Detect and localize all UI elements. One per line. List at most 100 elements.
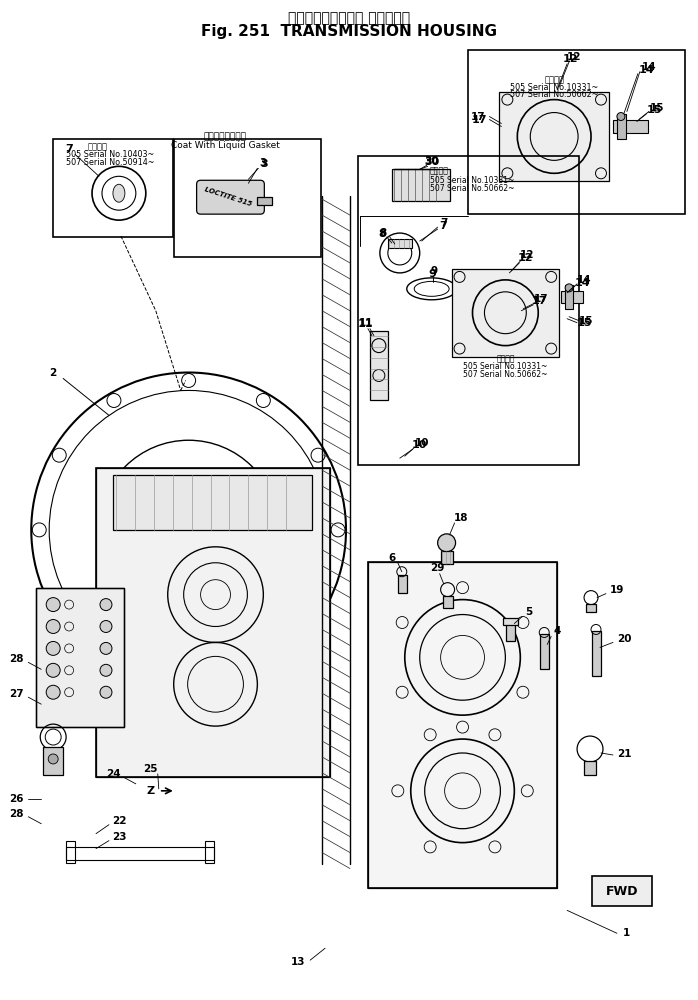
Text: LOCTITE 515: LOCTITE 515 [204, 187, 253, 208]
Text: 505 Serial No.10331~: 505 Serial No.10331~ [463, 362, 547, 371]
Text: 17: 17 [472, 115, 487, 125]
Bar [443, 596, 452, 608]
Bar [506, 622, 515, 641]
Bar [36, 588, 124, 727]
Bar [592, 876, 652, 906]
FancyBboxPatch shape [197, 180, 265, 214]
Bar [66, 847, 214, 860]
Text: 8: 8 [378, 229, 386, 239]
Bar [398, 575, 407, 593]
Text: 液体パッキン塗布: 液体パッキン塗布 [204, 132, 247, 141]
Text: 3: 3 [260, 158, 267, 168]
Text: 11: 11 [358, 319, 373, 329]
Text: 507 Serial No.50914~: 507 Serial No.50914~ [66, 158, 155, 167]
Text: 適用号機: 適用号機 [496, 354, 514, 363]
Text: 12: 12 [520, 250, 535, 260]
Text: 1: 1 [623, 928, 630, 938]
Bar [358, 156, 579, 465]
Bar [43, 747, 63, 775]
Text: 505 Serial No.10331~: 505 Serial No.10331~ [430, 176, 514, 185]
Bar [368, 562, 557, 888]
Text: 14: 14 [577, 275, 591, 285]
Text: 507 Serial No.50662~: 507 Serial No.50662~ [430, 184, 514, 193]
Ellipse shape [113, 184, 125, 202]
Circle shape [565, 284, 573, 292]
Text: 23: 23 [112, 832, 126, 842]
Text: 29: 29 [431, 563, 445, 573]
Text: 6: 6 [388, 553, 396, 563]
Bar [499, 92, 609, 181]
Bar [592, 631, 601, 676]
Circle shape [100, 686, 112, 698]
Text: 26: 26 [9, 794, 24, 804]
Text: 28: 28 [9, 809, 24, 819]
Bar [370, 331, 388, 400]
Text: 15: 15 [647, 105, 662, 115]
Text: 20: 20 [616, 634, 631, 644]
Bar [468, 50, 685, 214]
Circle shape [100, 599, 112, 611]
Text: 14: 14 [574, 278, 590, 288]
Text: 30: 30 [424, 157, 439, 167]
Text: 9: 9 [430, 266, 437, 276]
Text: 5: 5 [526, 607, 533, 617]
Bar [540, 634, 549, 669]
Circle shape [100, 621, 112, 632]
Text: 19: 19 [610, 585, 624, 595]
Text: 10: 10 [412, 440, 427, 450]
Text: 27: 27 [9, 689, 24, 699]
Bar [586, 604, 596, 612]
Bar [617, 114, 626, 139]
Text: 適用号機: 適用号機 [544, 75, 564, 84]
Text: 24: 24 [105, 769, 120, 779]
Text: 3: 3 [260, 159, 268, 169]
Text: 適用号機: 適用号機 [430, 167, 449, 176]
Text: 適用号機: 適用号機 [88, 142, 108, 151]
Text: Coat With Liquid Gasket: Coat With Liquid Gasket [171, 141, 280, 150]
Text: 7: 7 [440, 221, 447, 231]
Text: 21: 21 [616, 749, 631, 759]
Bar [503, 618, 519, 625]
Bar [53, 139, 172, 237]
Text: 507 Serial No.50662~: 507 Serial No.50662~ [463, 370, 548, 379]
Bar [613, 120, 648, 133]
Text: 18: 18 [454, 513, 469, 523]
Text: 12: 12 [517, 253, 533, 263]
Text: 12: 12 [563, 54, 578, 64]
Text: FWD: FWD [606, 885, 638, 898]
Text: 2: 2 [50, 368, 57, 378]
Bar [440, 551, 452, 564]
Text: 9: 9 [429, 269, 437, 279]
Bar [392, 169, 450, 201]
Bar [205, 841, 214, 863]
Text: 14: 14 [639, 65, 655, 75]
Text: 22: 22 [112, 816, 126, 826]
Text: Z: Z [147, 786, 155, 796]
Text: 13: 13 [291, 957, 306, 967]
Text: 15: 15 [650, 103, 664, 113]
Bar [388, 239, 412, 248]
Text: 11: 11 [359, 318, 373, 328]
Text: 15: 15 [577, 318, 592, 328]
Text: 8: 8 [379, 228, 387, 238]
Bar [584, 761, 596, 775]
Bar [174, 139, 321, 257]
Bar [66, 841, 75, 863]
Circle shape [100, 664, 112, 676]
Text: 505 Serial No.10331~: 505 Serial No.10331~ [510, 83, 598, 92]
Text: 30: 30 [424, 156, 439, 166]
Bar [96, 468, 330, 777]
Bar [113, 475, 312, 530]
Text: 15: 15 [579, 316, 593, 326]
Text: 17: 17 [534, 294, 549, 304]
Text: 7: 7 [440, 218, 447, 228]
Text: 7: 7 [65, 144, 73, 154]
Bar [258, 197, 272, 205]
Text: 507 Serial No.50662~: 507 Serial No.50662~ [510, 90, 598, 99]
Circle shape [46, 685, 60, 699]
Text: 12: 12 [567, 52, 581, 62]
Circle shape [438, 534, 456, 552]
Circle shape [100, 642, 112, 654]
Text: 505 Serial No.10403~: 505 Serial No.10403~ [66, 150, 154, 159]
Text: トランスミッション ハウジング: トランスミッション ハウジング [288, 11, 410, 25]
